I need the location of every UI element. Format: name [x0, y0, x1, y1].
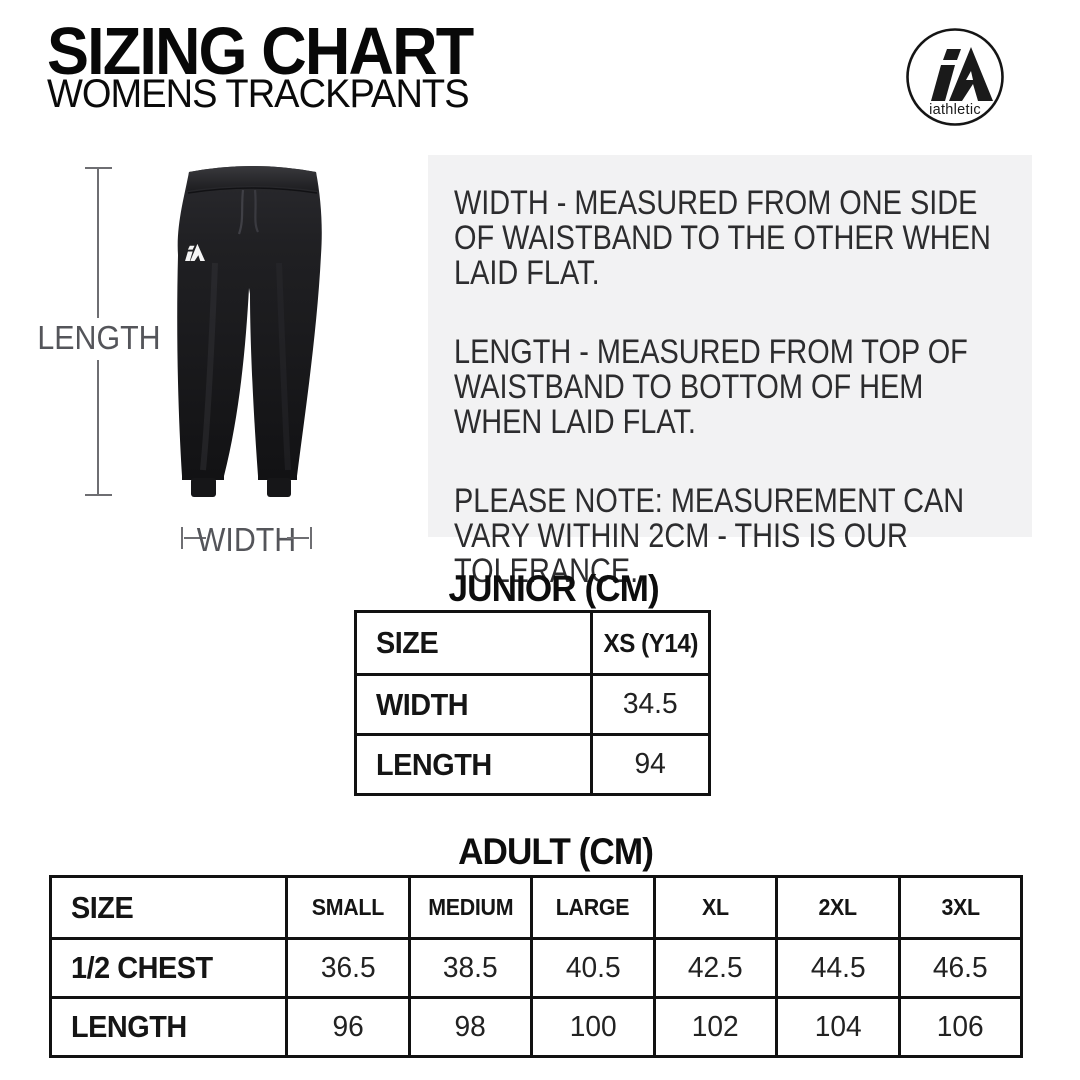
adult-table-title: ADULT (CM)	[49, 831, 1063, 873]
adult-chest-2xl: 44.5	[775, 937, 898, 996]
length-dimension-label: LENGTH	[37, 319, 161, 356]
page-subtitle: WOMENS TRACKPANTS	[47, 72, 470, 116]
note-tolerance: PLEASE NOTE: MEASUREMENT CAN VARY WITHIN…	[454, 482, 965, 590]
adult-table-title-text: ADULT (CM)	[458, 831, 655, 872]
brand-logo-text: iathletic	[929, 102, 981, 118]
length-dimension-bottom-cap	[85, 494, 112, 496]
width-dimension-left-tick	[181, 527, 183, 549]
page-title: SIZING CHART	[47, 14, 474, 89]
note-length: LENGTH - MEASURED FROM TOP OF WAISTBAND …	[454, 333, 968, 441]
adult-row-length-label: LENGTH	[52, 996, 285, 1055]
width-dimension: WIDTH	[181, 521, 312, 558]
measurement-notes-box: WIDTH - MEASURED FROM ONE SIDE OF WAISTB…	[428, 155, 1032, 589]
brand-logo: iathletic	[905, 27, 1005, 127]
junior-row-size-value: XS (Y14)	[590, 613, 708, 673]
adult-length-2xl: 104	[775, 996, 898, 1055]
adult-chest-small: 36.5	[285, 937, 408, 996]
adult-row-chest-label: 1/2 CHEST	[52, 937, 285, 996]
junior-row-width-value: 34.5	[590, 673, 708, 733]
adult-length-small: 96	[285, 996, 408, 1055]
note-width: WIDTH - MEASURED FROM ONE SIDE OF WAISTB…	[454, 184, 991, 292]
junior-row-size-label: SIZE	[376, 625, 439, 660]
adult-length-medium: 98	[407, 996, 530, 1055]
adult-col-small: SMALL	[285, 878, 408, 937]
adult-chest-xl: 42.5	[652, 937, 775, 996]
junior-row-length-value: 94	[590, 733, 708, 793]
adult-length-3xl: 106	[897, 996, 1020, 1055]
adult-chest-3xl: 46.5	[897, 937, 1020, 996]
adult-col-3xl: 3XL	[897, 878, 1021, 937]
length-dimension-line-lower	[97, 360, 99, 495]
adult-header-size-label: SIZE	[71, 889, 134, 925]
adult-col-medium: MEDIUM	[407, 878, 531, 937]
junior-row-width-label: WIDTH	[357, 673, 590, 733]
width-dimension-left-line	[184, 537, 206, 539]
trackpants-image	[177, 166, 322, 497]
adult-col-large: LARGE	[530, 878, 653, 937]
adult-length-xl: 102	[652, 996, 775, 1055]
width-dimension-label: WIDTH	[196, 521, 297, 558]
adult-col-xl: XL	[652, 878, 776, 937]
adult-chest-large: 40.5	[530, 937, 653, 996]
junior-row-length-label: LENGTH	[357, 733, 590, 793]
adult-col-2xl: 2XL	[775, 878, 898, 937]
adult-length-large: 100	[530, 996, 653, 1055]
iathletic-logo-icon: iathletic	[906, 28, 1004, 126]
junior-table-title: JUNIOR (CM)	[354, 568, 754, 610]
width-dimension-right-line	[287, 537, 309, 539]
junior-table-title-text: JUNIOR (CM)	[448, 568, 660, 609]
adult-chest-medium: 38.5	[407, 937, 530, 996]
width-dimension-right-tick	[310, 527, 312, 549]
length-dimension-line-upper	[97, 168, 99, 318]
junior-size-table: SIZE XS (Y14) WIDTH 34.5 LENGTH 94	[354, 610, 711, 796]
adult-size-table: SIZE SMALL MEDIUM LARGE XL 2XL 3XL 1/2 C…	[49, 875, 1023, 1058]
